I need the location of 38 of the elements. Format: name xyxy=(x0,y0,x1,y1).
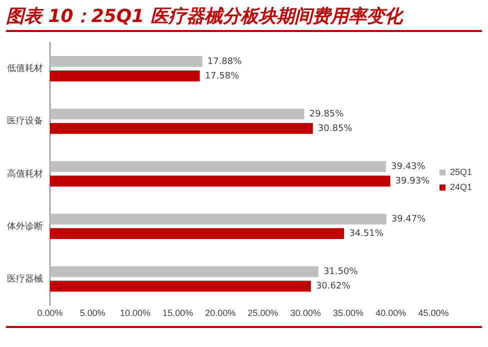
bar xyxy=(50,280,311,292)
x-tick-label: 25.00% xyxy=(248,308,278,318)
bar xyxy=(50,161,386,172)
data-label: 30.85% xyxy=(318,124,353,134)
bar xyxy=(50,123,313,134)
legend-label: 25Q1 xyxy=(450,166,472,177)
bar xyxy=(50,228,344,240)
x-tick-label: 10.00% xyxy=(120,308,150,318)
y-tick-label: 医疗设备 xyxy=(7,116,43,126)
bar xyxy=(50,108,304,120)
bar xyxy=(50,56,202,67)
data-label: 30.62% xyxy=(316,281,351,292)
x-tick-label: 20.00% xyxy=(205,308,236,318)
x-tick-label: 15.00% xyxy=(162,308,194,318)
data-label: 39.43% xyxy=(391,162,426,172)
y-tick-label: 低值耗材 xyxy=(7,63,43,74)
y-tick-label: 医疗器械 xyxy=(7,273,43,284)
data-label: 17.88% xyxy=(207,56,242,67)
data-label: 29.85% xyxy=(309,109,344,120)
bar xyxy=(50,214,386,225)
legend-label: 24Q1 xyxy=(450,182,472,192)
bar xyxy=(50,70,200,82)
data-label: 39.47% xyxy=(391,214,426,224)
x-tick-label: 30.00% xyxy=(290,308,321,318)
x-tick-label: 5.00% xyxy=(80,308,106,318)
bar xyxy=(50,266,318,278)
y-tick-label: 高值耗材 xyxy=(7,168,43,178)
x-tick-label: 45.00% xyxy=(418,308,449,318)
x-tick-label: 35.00% xyxy=(333,308,364,318)
data-label: 34.51% xyxy=(349,228,384,239)
y-tick-label: 体外诊断 xyxy=(7,220,43,231)
chart-title: 图表 10：25Q1 医疗器械分板块期间费用率变化 xyxy=(6,4,482,32)
x-tick-label: 0.00% xyxy=(37,308,63,318)
data-label: 39.93% xyxy=(395,176,430,186)
x-tick-label: 40.00% xyxy=(376,308,406,318)
data-label: 31.50% xyxy=(323,267,358,278)
bar xyxy=(50,176,390,186)
data-label: 17.58% xyxy=(204,71,240,82)
